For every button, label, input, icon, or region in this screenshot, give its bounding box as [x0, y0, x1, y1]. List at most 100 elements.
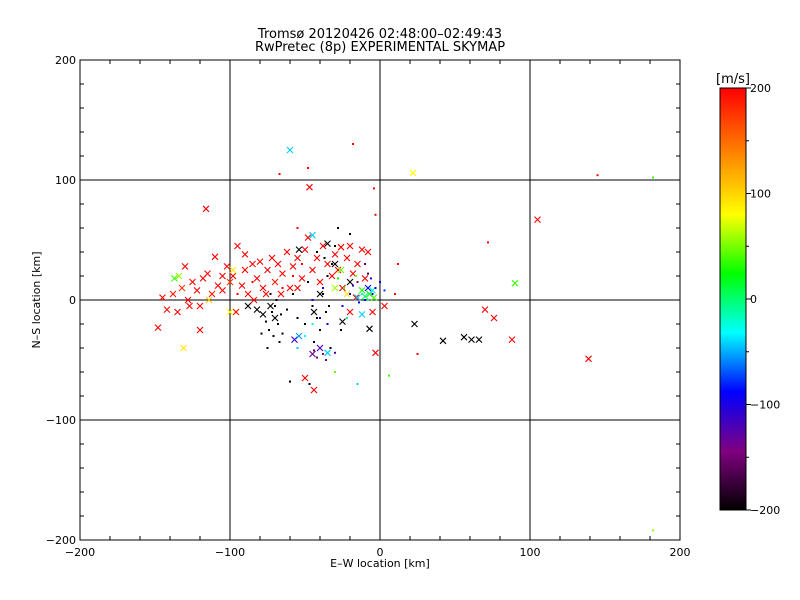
data-point-cross	[369, 308, 376, 316]
data-point-dot	[367, 299, 369, 301]
data-point-cross	[508, 336, 516, 343]
data-point-cross	[241, 266, 249, 274]
data-point-cross	[298, 275, 306, 282]
data-point-dot	[383, 289, 386, 292]
data-point-cross	[223, 263, 231, 270]
x-axis-label: E–W location [km]	[330, 557, 430, 570]
data-point-dot	[361, 293, 363, 295]
data-point-cross	[301, 246, 309, 253]
y-tick-label: 100	[55, 174, 76, 187]
data-point-dot	[307, 281, 309, 283]
data-point-cross	[346, 308, 354, 316]
data-point-cross	[409, 169, 417, 177]
data-point-dot	[236, 293, 239, 295]
data-point-dot	[311, 323, 314, 325]
data-point-cross	[289, 263, 297, 270]
data-point-cross	[343, 290, 351, 298]
data-point-dot	[277, 323, 279, 325]
data-point-dot	[326, 323, 329, 325]
data-point-dot	[364, 299, 366, 301]
data-point-cross	[232, 308, 240, 316]
data-point-cross	[309, 350, 316, 358]
data-point-dot	[328, 305, 330, 307]
data-point-dot	[352, 284, 354, 287]
data-point-cross	[154, 324, 162, 331]
data-point-cross	[226, 308, 234, 316]
data-point-dot	[334, 351, 336, 354]
data-point-cross	[226, 278, 234, 286]
data-point-cross	[294, 254, 301, 262]
data-point-dot	[367, 272, 369, 275]
data-point-dot	[364, 263, 366, 265]
data-point-cross	[229, 272, 237, 280]
data-point-dot	[316, 356, 318, 359]
colorbar-label: [m/s]	[716, 72, 750, 87]
data-point-cross	[337, 266, 345, 274]
data-point-cross	[283, 248, 291, 256]
data-point-cross	[205, 296, 213, 304]
data-point-cross	[309, 266, 316, 274]
data-point-cross	[324, 240, 331, 247]
data-point-cross	[331, 260, 339, 268]
data-point-dot	[289, 380, 291, 383]
data-point-dot	[308, 383, 311, 385]
data-point-dot	[373, 187, 375, 190]
data-point-cross	[277, 290, 285, 298]
data-point-cross	[256, 258, 264, 265]
data-point-cross	[264, 266, 271, 274]
data-point-dot	[319, 329, 321, 331]
data-point-cross	[253, 306, 261, 313]
data-point-dot	[260, 332, 263, 335]
data-point-dot	[349, 293, 351, 295]
colorbar-ticks: 200 100 0 −100 −200	[746, 82, 780, 517]
data-point-cross	[186, 302, 193, 310]
data-point-dot	[356, 281, 359, 283]
data-point-cross	[271, 314, 279, 322]
colorbar-tick-label: −200	[750, 504, 780, 517]
data-point-cross	[178, 284, 186, 292]
data-point-dot	[304, 323, 306, 325]
data-point-cross	[361, 275, 369, 282]
data-point-cross	[331, 251, 339, 258]
data-point-cross	[411, 320, 418, 328]
data-point-dot	[275, 299, 278, 301]
data-point-cross	[468, 336, 475, 343]
data-point-cross	[309, 231, 316, 239]
data-point-dot	[352, 143, 354, 145]
data-point-dot	[251, 281, 254, 283]
data-point-cross	[306, 183, 313, 191]
data-point-dot	[388, 374, 390, 377]
data-point-dot	[379, 281, 381, 283]
data-point-dot	[271, 311, 273, 313]
axis-ticks	[79, 59, 681, 541]
data-point-dot	[337, 227, 339, 229]
data-point-cross	[337, 243, 345, 251]
data-point-dot	[311, 299, 314, 301]
data-point-cross	[304, 234, 312, 241]
data-point-cross	[204, 270, 211, 277]
data-point-dot	[301, 263, 303, 265]
data-point-cross	[241, 251, 249, 258]
data-point-dot	[370, 277, 372, 280]
data-point-dot	[652, 529, 654, 532]
data-point-dot	[596, 174, 599, 177]
colorbar-tick-label: 0	[750, 293, 757, 306]
data-point-dot	[356, 383, 359, 385]
data-point-cross	[343, 254, 351, 262]
data-point-cross	[490, 314, 498, 322]
data-point-dot	[326, 275, 329, 277]
x-tick-label: 200	[670, 546, 691, 559]
data-point-dot	[349, 233, 351, 235]
data-point-cross	[268, 254, 276, 262]
y-tick-label: −200	[46, 534, 76, 547]
data-point-cross	[439, 337, 447, 345]
x-tick-label: 100	[520, 546, 541, 559]
data-point-cross	[219, 272, 226, 280]
data-point-cross	[286, 146, 294, 154]
data-point-cross	[324, 260, 331, 268]
data-point-dot	[266, 347, 269, 349]
data-point-dot	[316, 317, 318, 319]
data-point-cross	[295, 332, 303, 340]
data-point-dot	[374, 287, 377, 289]
data-point-dot	[265, 320, 267, 323]
